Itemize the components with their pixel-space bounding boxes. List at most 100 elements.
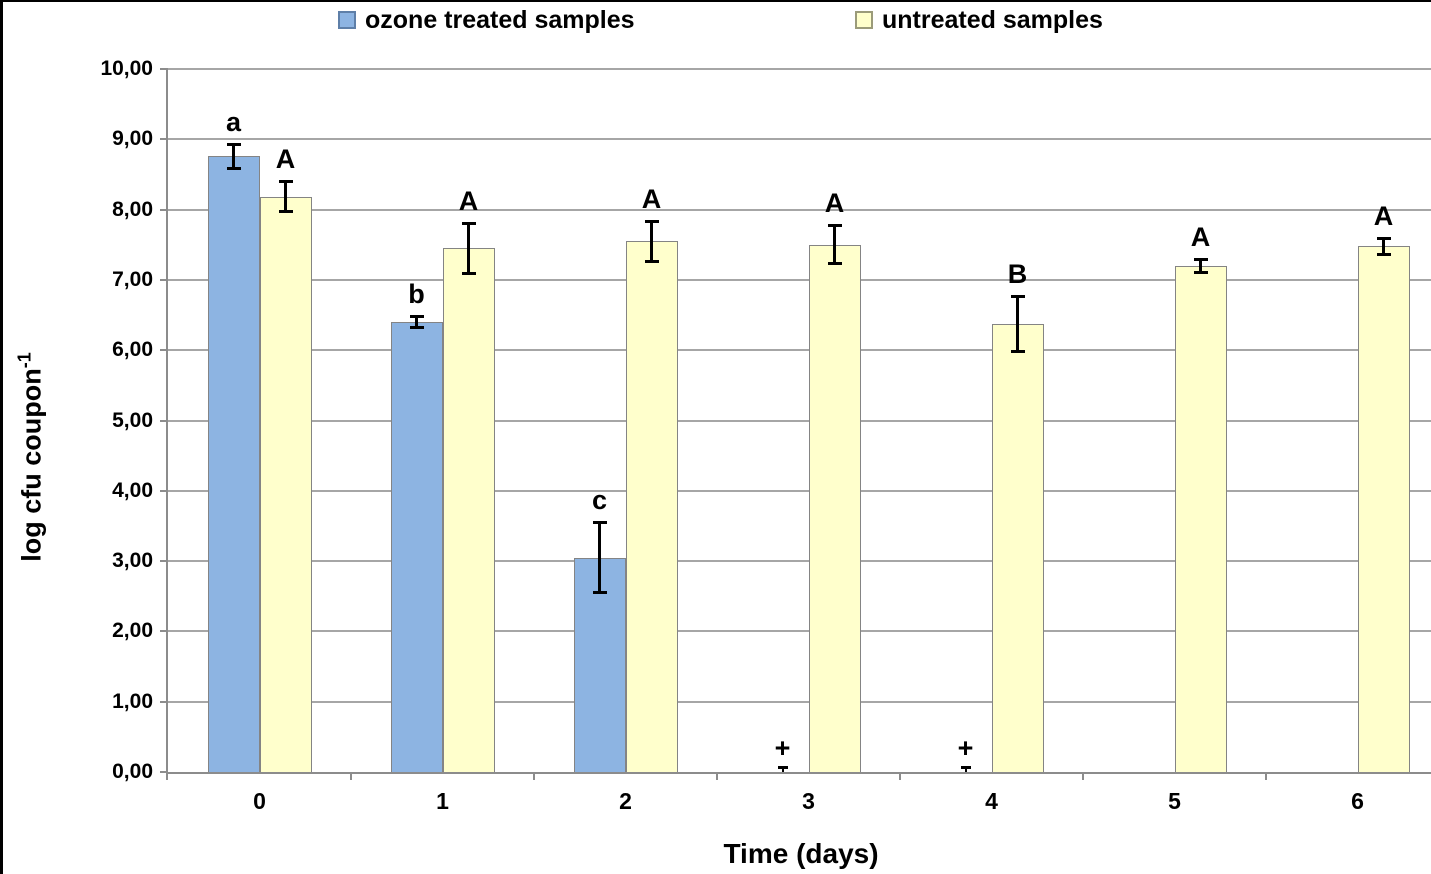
y-tick-label: 7,00: [112, 267, 153, 291]
error-bar-stem: [1199, 258, 1202, 273]
y-axis-tick: [160, 489, 168, 492]
y-axis-line: [166, 69, 168, 780]
error-bar-stem: [415, 316, 418, 328]
error-bar-cap-bottom: [409, 325, 424, 329]
gridline: [168, 68, 1431, 70]
error-bar-cap-top: [461, 221, 476, 225]
error-bar-cap-top: [409, 315, 424, 319]
y-axis-tick: [160, 560, 168, 563]
x-axis-tick: [350, 772, 352, 780]
x-tick-label: 6: [1351, 788, 1364, 814]
x-tick-label: 2: [619, 788, 632, 814]
x-tick-label: 0: [253, 788, 266, 814]
x-axis-tick: [533, 772, 535, 780]
y-tick-label: 2,00: [112, 619, 153, 643]
error-bar-stem: [284, 181, 287, 213]
legend-label-ozone-treated: ozone treated samples: [365, 6, 635, 34]
y-axis-title: log cfu coupon-1: [15, 352, 48, 562]
legend-label-untreated: untreated samples: [882, 6, 1103, 34]
y-axis-tick: [160, 630, 168, 633]
gridline: [168, 700, 1431, 703]
y-tick-label: 5,00: [112, 408, 153, 432]
bar-ozone-day0: [207, 156, 260, 772]
y-axis-tick: [160, 771, 168, 773]
significance-label: c: [591, 485, 608, 516]
error-bar-cap-top: [1010, 295, 1025, 299]
error-bar-cap-bottom: [461, 271, 476, 275]
significance-label: A: [824, 188, 845, 219]
gridline: [168, 208, 1431, 211]
bar-ozone-day2: [573, 557, 626, 772]
y-axis-tick: [160, 419, 168, 422]
x-tick-label: 5: [1168, 788, 1181, 814]
gridline: [168, 489, 1431, 492]
legend-swatch-untreated: [855, 11, 873, 29]
error-bar-cap-top: [827, 224, 842, 228]
significance-label: A: [458, 185, 479, 216]
bar-untreated-day2: [625, 241, 678, 772]
bar-untreated-day3: [808, 244, 861, 772]
y-axis-tick: [160, 278, 168, 281]
y-tick-label: 9,00: [112, 127, 153, 151]
error-bar-stem: [1016, 296, 1019, 353]
error-bar-cap-bottom: [278, 210, 293, 214]
gridline: [168, 278, 1431, 281]
bar-untreated-day4: [991, 324, 1044, 772]
error-bar-cap-bottom: [226, 166, 241, 170]
error-bar-cap-bottom: [1376, 252, 1391, 256]
x-axis-line: [166, 772, 1431, 774]
significance-label: a: [225, 106, 242, 137]
bar-ozone-day1: [390, 322, 443, 772]
error-bar-cap-bottom: [1193, 270, 1208, 274]
significance-label: B: [1007, 259, 1028, 290]
significance-label: A: [1190, 221, 1211, 252]
x-axis-title: Time (days): [723, 838, 879, 869]
bar-untreated-day6: [1357, 246, 1410, 772]
significance-label: A: [275, 144, 296, 175]
x-tick-label: 4: [985, 788, 998, 814]
x-tick-label: 1: [436, 788, 449, 814]
x-axis-tick: [1082, 772, 1084, 780]
y-tick-label: 10,00: [100, 57, 153, 80]
legend-item-ozone-treated: ozone treated samples: [338, 7, 635, 33]
error-bar-stem: [650, 220, 653, 262]
error-bar-stem: [1382, 237, 1385, 255]
error-bar-cap-top: [1376, 236, 1391, 240]
gridline: [168, 349, 1431, 352]
gridline: [168, 560, 1431, 563]
bar-untreated-day5: [1174, 265, 1227, 772]
gridline: [168, 138, 1431, 141]
x-axis-tick: [899, 772, 901, 780]
error-bar-stem: [833, 225, 836, 265]
error-bar-cap-top: [278, 180, 293, 184]
below-detection-label: +: [957, 733, 974, 763]
significance-label: A: [1373, 200, 1394, 231]
error-bar-cap-top: [1193, 257, 1208, 261]
y-tick-label: 3,00: [112, 549, 153, 573]
error-bar-cap-bottom: [1010, 350, 1025, 354]
y-axis-tick: [160, 700, 168, 703]
below-detection-label: +: [774, 733, 791, 763]
significance-label: b: [408, 279, 425, 310]
gridline: [168, 419, 1431, 422]
error-bar-stem: [598, 522, 601, 593]
error-bar-cap-top: [592, 521, 607, 525]
significance-label: A: [641, 183, 662, 214]
y-tick-label: 0,00: [112, 760, 153, 783]
legend-item-untreated: untreated samples: [855, 7, 1103, 33]
y-tick-label: 1,00: [112, 689, 153, 713]
y-tick-label: 6,00: [112, 338, 153, 362]
gridline: [168, 630, 1431, 633]
bar-untreated-day1: [442, 248, 495, 772]
y-tick-label: 8,00: [112, 197, 153, 221]
below-detection-marker-stem: [781, 767, 784, 772]
y-axis-title-superscript: -1: [14, 352, 35, 369]
y-axis-title-text: log cfu coupon: [16, 368, 47, 562]
error-bar-cap-bottom: [644, 259, 659, 263]
y-axis-tick: [160, 138, 168, 141]
legend-swatch-ozone-treated: [338, 11, 356, 29]
y-tick-label: 4,00: [112, 478, 153, 502]
error-bar-stem: [467, 222, 470, 274]
x-tick-label: 3: [802, 788, 815, 814]
